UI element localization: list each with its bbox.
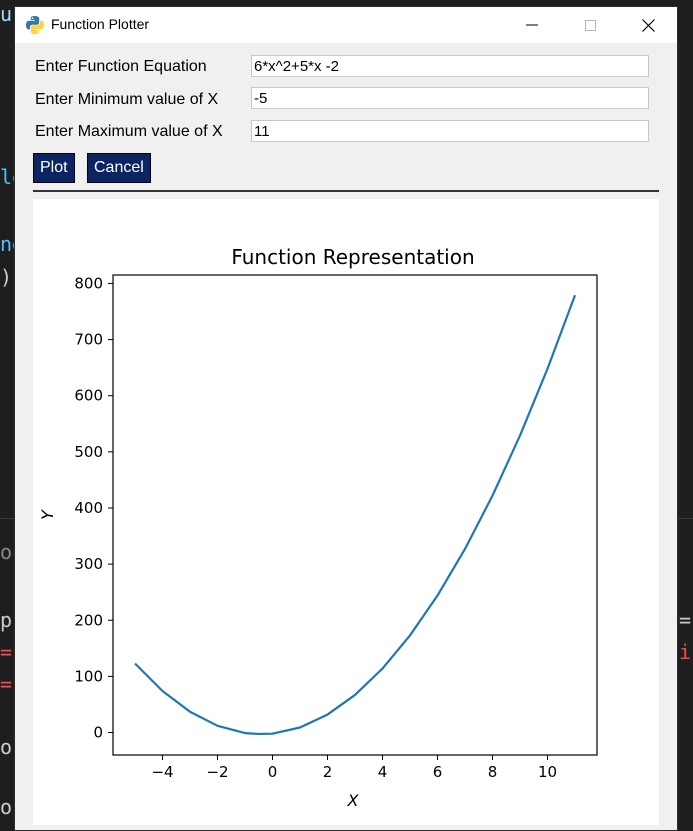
max-x-label: Enter Maximum value of X xyxy=(35,123,223,140)
minimize-icon xyxy=(526,24,538,26)
max-x-input[interactable] xyxy=(251,120,649,142)
y-tick-label: 100 xyxy=(74,667,103,685)
y-tick-label: 200 xyxy=(74,611,103,629)
bg-code-fragment: i xyxy=(679,640,692,664)
bg-code-fragment: ) xyxy=(0,265,13,289)
bg-code-fragment: o xyxy=(0,795,13,819)
close-button[interactable] xyxy=(619,7,677,43)
maximize-button[interactable] xyxy=(561,7,619,43)
x-tick-label: 0 xyxy=(268,763,278,781)
separator xyxy=(33,190,659,192)
equation-input[interactable] xyxy=(251,55,649,77)
y-tick-label: 600 xyxy=(74,387,103,405)
plot-button[interactable]: Plot xyxy=(33,153,75,183)
window-title: Function Plotter xyxy=(51,16,150,32)
y-tick-label: 700 xyxy=(74,331,103,349)
cancel-button[interactable]: Cancel xyxy=(87,153,151,183)
maximize-icon xyxy=(584,19,596,31)
y-tick-label: 800 xyxy=(74,274,103,292)
close-icon xyxy=(641,18,655,32)
title-bar[interactable]: Function Plotter xyxy=(15,7,677,43)
function-plotter-window: Function Plotter Enter Function Equation… xyxy=(14,6,678,831)
y-tick-label: 400 xyxy=(74,499,103,517)
x-tick-label: 4 xyxy=(378,763,388,781)
x-tick-label: −4 xyxy=(151,763,173,781)
bg-code-fragment: o xyxy=(0,735,13,759)
y-tick-label: 300 xyxy=(74,555,103,573)
x-tick-label: 2 xyxy=(323,763,333,781)
function-chart: Function Representation −4 −2 0 2 4 6 8 1001002… xyxy=(38,245,598,810)
python-icon xyxy=(26,16,44,34)
equation-label: Enter Function Equation xyxy=(35,58,207,75)
y-tick-label: 0 xyxy=(93,724,103,742)
min-x-label: Enter Minimum value of X xyxy=(35,91,219,108)
bg-code-fragment: p xyxy=(0,608,13,632)
min-x-input[interactable] xyxy=(251,87,649,109)
bg-code-fragment: = xyxy=(0,672,13,696)
x-tick-label: −2 xyxy=(206,763,228,781)
x-tick-label: 8 xyxy=(488,763,498,781)
x-axis-label: X xyxy=(347,791,360,810)
bg-code-fragment: = xyxy=(679,608,692,632)
y-axis-label: Y xyxy=(38,509,57,520)
plot-frame xyxy=(112,274,598,756)
bg-code-fragment: = xyxy=(0,640,13,664)
plot-canvas: Function Representation −4 −2 0 2 4 6 8 10 0 100 2… xyxy=(33,199,659,825)
function-curve xyxy=(134,294,577,736)
x-tick-label: 6 xyxy=(433,763,443,781)
y-tick-label: 500 xyxy=(74,443,103,461)
chart-title: Function Representation xyxy=(231,245,474,269)
minimize-button[interactable] xyxy=(503,7,561,43)
x-tick-label: 10 xyxy=(538,763,557,781)
